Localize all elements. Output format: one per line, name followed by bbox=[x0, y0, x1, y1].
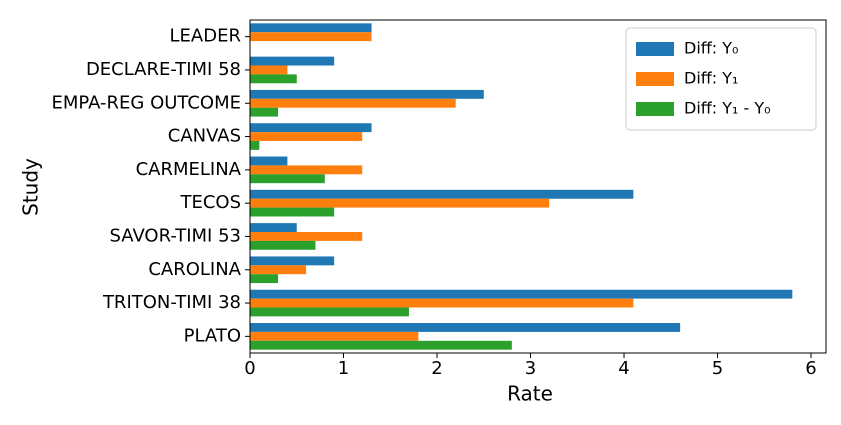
bar bbox=[250, 274, 279, 284]
y-tick-label: DECLARE-TIMI 58 bbox=[86, 59, 241, 80]
plot-frame bbox=[249, 19, 827, 354]
bar bbox=[250, 123, 372, 133]
bar bbox=[250, 32, 372, 42]
y-tick-label: LEADER bbox=[170, 26, 241, 47]
bar bbox=[250, 331, 419, 341]
x-tick-label: 6 bbox=[805, 358, 816, 379]
bar bbox=[250, 165, 363, 175]
bar bbox=[250, 98, 456, 108]
legend-label: Diff: Y₁ - Y₀ bbox=[684, 99, 771, 118]
x-axis-label: Rate bbox=[507, 382, 553, 406]
x-tick-label: 4 bbox=[618, 358, 629, 379]
legend-swatch bbox=[636, 72, 674, 86]
bar bbox=[250, 198, 550, 208]
bar bbox=[250, 298, 634, 308]
bar bbox=[250, 323, 681, 332]
bar bbox=[250, 107, 279, 117]
bar bbox=[250, 307, 409, 317]
x-tick-label: 3 bbox=[525, 358, 536, 379]
bar bbox=[250, 265, 307, 275]
legend-swatch bbox=[636, 42, 674, 56]
legend-swatch bbox=[636, 102, 674, 116]
bar bbox=[250, 89, 484, 99]
x-tick-label: 1 bbox=[338, 358, 349, 379]
y-axis-label: Study bbox=[19, 158, 43, 216]
bar bbox=[250, 23, 372, 33]
y-tick-label: CARMELINA bbox=[136, 159, 242, 180]
y-tick-label: TECOS bbox=[179, 192, 241, 213]
bar bbox=[250, 189, 634, 199]
legend-label: Diff: Y₀ bbox=[684, 39, 738, 58]
bar bbox=[250, 207, 335, 217]
y-tick-label: CANVAS bbox=[168, 126, 241, 147]
bar bbox=[250, 156, 288, 166]
bar bbox=[250, 289, 793, 299]
bar bbox=[250, 56, 335, 66]
bar bbox=[250, 140, 260, 150]
bar bbox=[250, 174, 325, 184]
bar bbox=[250, 256, 335, 266]
bar bbox=[250, 232, 363, 241]
x-tick-label: 0 bbox=[244, 358, 255, 379]
bar bbox=[250, 74, 297, 84]
y-tick-label: EMPA-REG OUTCOME bbox=[52, 92, 242, 113]
bar bbox=[250, 65, 288, 75]
legend-label: Diff: Y₁ bbox=[684, 69, 738, 88]
bar bbox=[250, 240, 316, 250]
y-tick-label: PLATO bbox=[184, 325, 241, 346]
bar bbox=[250, 132, 363, 141]
y-tick-label: TRITON-TIMI 38 bbox=[102, 292, 241, 313]
x-tick-label: 2 bbox=[431, 358, 442, 379]
y-tick-label: CAROLINA bbox=[148, 259, 241, 280]
y-tick-label: SAVOR-TIMI 53 bbox=[110, 225, 241, 246]
bar bbox=[250, 223, 297, 233]
bar bbox=[250, 340, 512, 350]
x-tick-label: 5 bbox=[712, 358, 723, 379]
